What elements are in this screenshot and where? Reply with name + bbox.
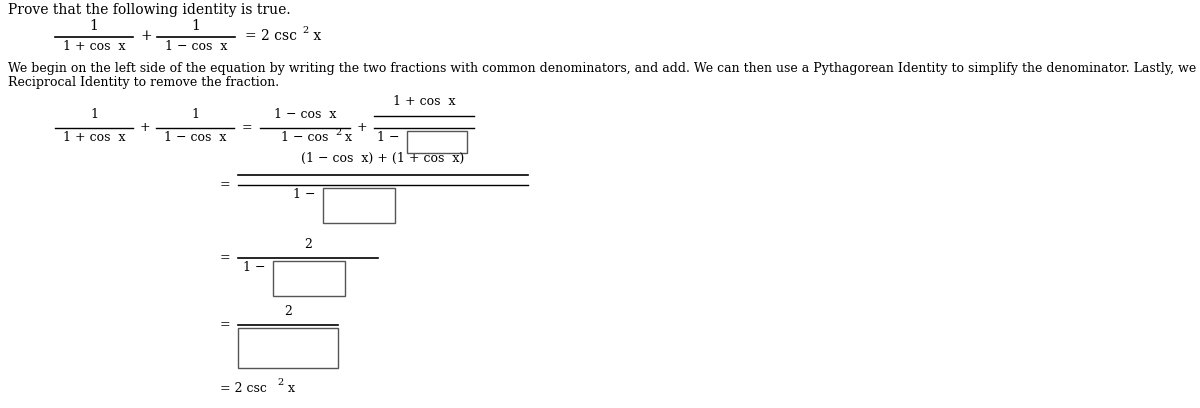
Text: =: = bbox=[220, 318, 230, 331]
Text: x: x bbox=[341, 131, 352, 144]
Bar bbox=[323, 188, 395, 223]
Text: 1: 1 bbox=[191, 108, 199, 121]
Text: 1: 1 bbox=[90, 19, 98, 33]
Text: 2: 2 bbox=[277, 378, 283, 387]
Text: 1 − cos  x: 1 − cos x bbox=[274, 108, 336, 121]
Text: Prove that the following identity is true.: Prove that the following identity is tru… bbox=[8, 3, 290, 17]
Text: (1 − cos  x) + (1 + cos  x): (1 − cos x) + (1 + cos x) bbox=[301, 152, 464, 165]
Bar bbox=[274, 261, 346, 296]
Text: 1 − cos  x: 1 − cos x bbox=[164, 131, 226, 144]
Text: 2: 2 bbox=[335, 128, 341, 137]
Text: = 2 csc: = 2 csc bbox=[220, 382, 266, 395]
Text: 1 −: 1 − bbox=[293, 188, 316, 201]
Text: 1 + cos  x: 1 + cos x bbox=[392, 95, 455, 108]
Text: 1 − cos  x: 1 − cos x bbox=[164, 40, 227, 53]
Text: 1 −: 1 − bbox=[377, 131, 400, 144]
Text: 1 + cos  x: 1 + cos x bbox=[62, 131, 125, 144]
Text: 1: 1 bbox=[90, 108, 98, 121]
Text: +: + bbox=[142, 29, 152, 43]
Text: 1 − cos: 1 − cos bbox=[281, 131, 329, 144]
Text: =: = bbox=[220, 251, 230, 264]
Text: +: + bbox=[358, 121, 367, 134]
Text: =: = bbox=[242, 121, 253, 134]
Bar bbox=[407, 131, 467, 153]
Text: Reciprocal Identity to remove the fraction.: Reciprocal Identity to remove the fracti… bbox=[8, 76, 280, 89]
Text: x: x bbox=[310, 29, 322, 43]
Text: 2: 2 bbox=[302, 26, 308, 35]
Bar bbox=[238, 328, 338, 368]
Text: x: x bbox=[284, 382, 295, 395]
Text: =: = bbox=[220, 178, 230, 191]
Text: We begin on the left side of the equation by writing the two fractions with comm: We begin on the left side of the equatio… bbox=[8, 62, 1200, 75]
Text: +: + bbox=[140, 121, 151, 134]
Text: 2: 2 bbox=[304, 238, 312, 251]
Text: 2: 2 bbox=[284, 305, 292, 318]
Text: 1 −: 1 − bbox=[242, 261, 265, 274]
Text: 1: 1 bbox=[192, 19, 200, 33]
Text: = 2 csc: = 2 csc bbox=[245, 29, 298, 43]
Text: 1 + cos  x: 1 + cos x bbox=[62, 40, 125, 53]
